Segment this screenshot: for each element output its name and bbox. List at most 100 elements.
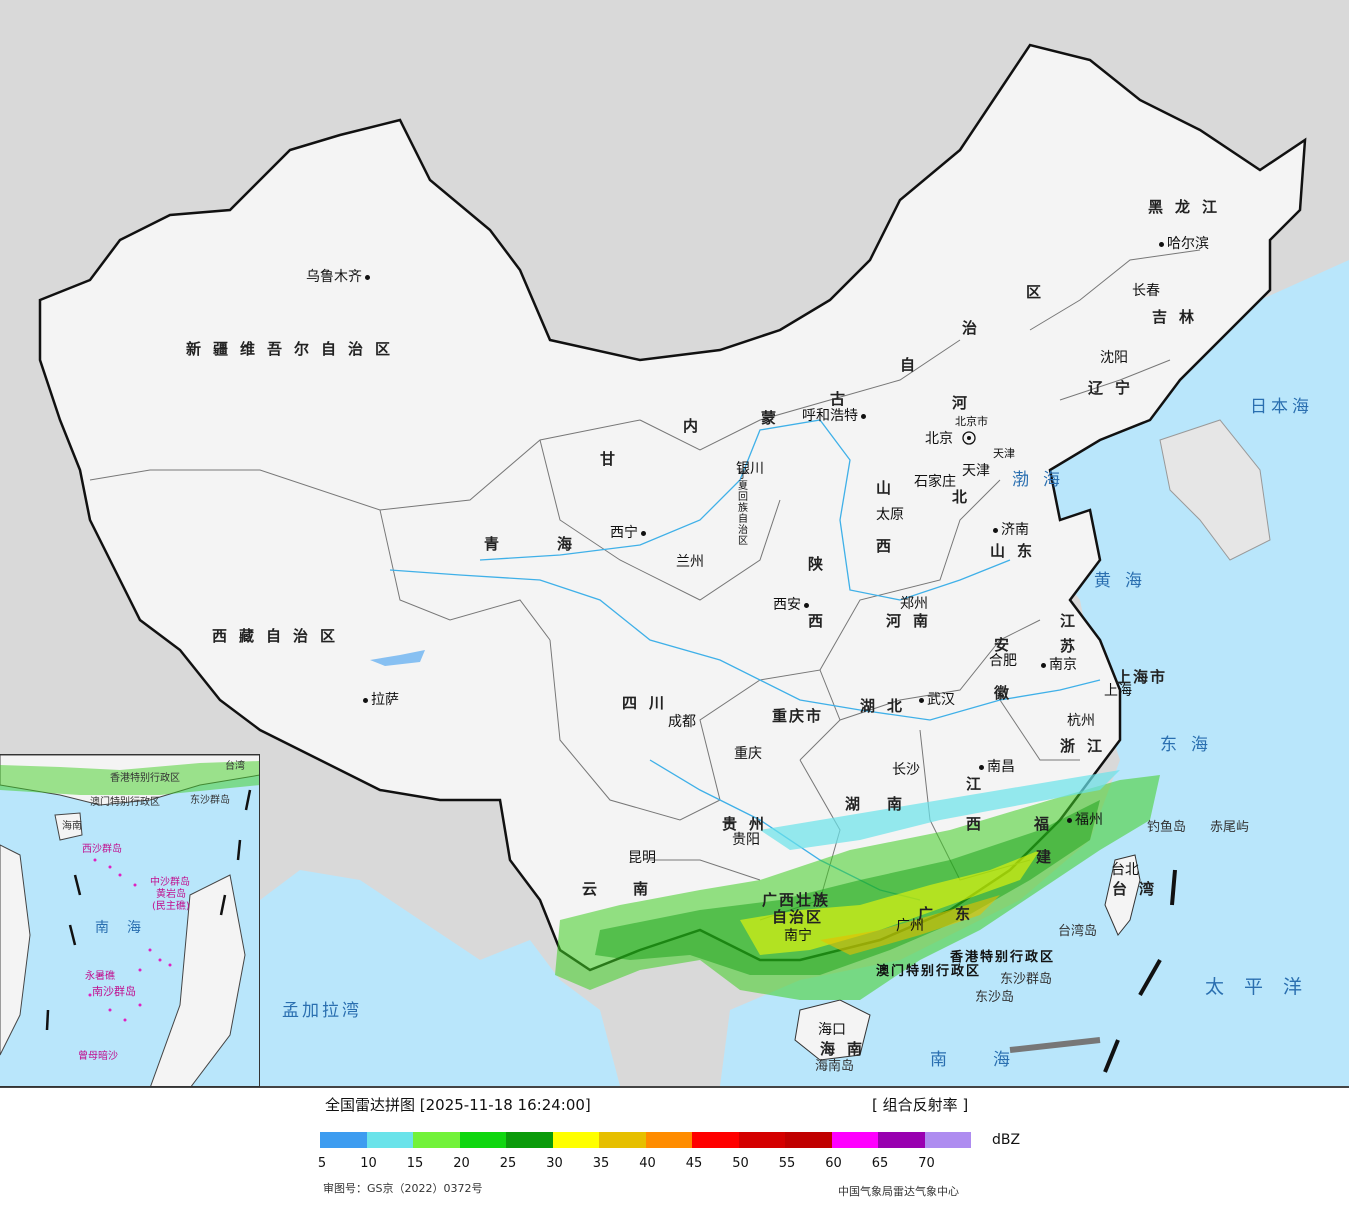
label-guangxi-a: 广西壮族 <box>762 891 831 909</box>
label-xinjiang: 新疆维吾尔自治区 <box>186 340 403 358</box>
label-nm-gu: 古 <box>830 390 858 408</box>
city-haikou-name: 海口 <box>818 1022 846 1038</box>
city-beijing: 北京 <box>925 431 953 447</box>
label-liaoning: 辽宁 <box>1088 379 1143 397</box>
city-zhengzhou: 郑州 <box>900 596 928 612</box>
city-taipei: 台北 <box>1111 862 1139 878</box>
city-taipei-name: 台北 <box>1111 862 1139 878</box>
label-chongqing: 重庆市 <box>772 707 824 725</box>
scale-tick-label: 45 <box>685 1156 703 1171</box>
city-kunming-name: 昆明 <box>628 850 656 866</box>
label-qinghai-a: 青 <box>484 535 512 553</box>
scale-swatch <box>738 1132 785 1148</box>
bay-of-bengal <box>260 870 620 1086</box>
label-shaanxi-shan: 陕 <box>808 555 836 573</box>
scale-tick-label: 40 <box>639 1156 656 1171</box>
sea-nanhai: 南海 <box>930 1050 1056 1070</box>
city-shenyang: 沈阳 <box>1100 350 1128 366</box>
city-xining: 西宁 <box>610 525 649 541</box>
scale-swatch <box>692 1132 739 1148</box>
city-taiyuan-name: 太原 <box>876 507 904 523</box>
label-nm-nei: 内 <box>683 417 711 435</box>
label-sichuan: 四川 <box>622 694 677 712</box>
city-haikou: 海口 <box>818 1022 846 1038</box>
city-dot <box>1041 662 1046 668</box>
scale-swatch <box>831 1132 878 1148</box>
city-dot <box>993 527 998 533</box>
city-dot <box>365 274 370 280</box>
label-hebei-he: 河 <box>952 394 980 412</box>
city-shijiazhuang: 石家庄 <box>914 474 956 490</box>
sea-bohai: 渤海 <box>1012 470 1074 490</box>
city-changsha: 长沙 <box>892 762 920 778</box>
scale-swatch <box>599 1132 646 1148</box>
inset-nanhai: 南海 <box>95 920 159 936</box>
city-changchun: 长春 <box>1132 283 1160 299</box>
city-hohhot: 呼和浩特 <box>802 408 869 424</box>
label-nm-zhi: 治 <box>962 319 990 337</box>
china-land <box>38 43 1307 972</box>
producer-credit: 中国气象局雷达气象中心 <box>838 1185 959 1198</box>
island-taiwan-dao: 台湾岛 <box>1058 924 1098 939</box>
inset-hk: 香港特别行政区 <box>110 773 180 784</box>
label-taiwan: 台湾 <box>1112 880 1167 898</box>
label-shanxi-shan: 山 <box>876 479 904 497</box>
scale-swatch <box>506 1132 553 1148</box>
city-kunming: 昆明 <box>628 850 656 866</box>
inset-macao: 澳门特别行政区 <box>90 797 160 808</box>
city-chongqing-name: 重庆 <box>734 746 762 762</box>
city-hefei: 合肥 <box>989 653 1017 669</box>
city-tianjin: 天津 <box>962 463 990 479</box>
label-fujian-jian: 建 <box>1036 848 1064 866</box>
legend-title: 全国雷达拼图 [2025-11-18 16:24:00] <box>325 1096 591 1114</box>
scale-tick-label: 70 <box>918 1156 935 1171</box>
label-jiangxi-jiang: 江 <box>966 775 994 793</box>
city-nanjing: 南京 <box>1038 657 1077 673</box>
sea-huanghai: 黄海 <box>1094 571 1156 591</box>
label-tianjin-shi: 天津 <box>993 447 1015 460</box>
label-gansu: 甘 <box>600 450 628 468</box>
island-chiwei: 赤尾屿 <box>1210 820 1250 835</box>
legend-unit: dBZ <box>992 1132 1021 1148</box>
city-shijiazhuang-name: 石家庄 <box>914 474 956 490</box>
scale-tick-label: 10 <box>360 1156 377 1171</box>
legend-panel: 全国雷达拼图 [2025-11-18 16:24:00] [ 组合反射率 ] d… <box>0 1088 1349 1208</box>
city-xian-name: 西安 <box>773 597 801 613</box>
city-hangzhou-name: 杭州 <box>1067 713 1095 729</box>
city-shanghai: 上海 <box>1104 683 1132 699</box>
city-nanning: 南宁 <box>784 928 812 944</box>
city-taiyuan: 太原 <box>876 507 904 523</box>
label-shanghai: 上海市 <box>1116 668 1168 686</box>
scale-swatch <box>645 1132 692 1148</box>
label-henan: 河南 <box>886 612 941 630</box>
city-changchun-name: 长春 <box>1132 283 1160 299</box>
city-chengdu: 成都 <box>668 714 696 730</box>
label-jiangsu-jiang: 江 <box>1060 612 1088 630</box>
scale-swatch <box>552 1132 599 1148</box>
scale-swatch <box>320 1132 367 1148</box>
city-fuzhou-name: 福州 <box>1075 812 1103 828</box>
label-xizang: 西藏自治区 <box>212 627 348 645</box>
label-qinghai-b: 海 <box>557 535 585 553</box>
city-xining-name: 西宁 <box>610 525 638 541</box>
label-beijing-shi: 北京市 <box>955 415 988 428</box>
label-nm-zi: 自 <box>900 356 928 374</box>
boundary-dashes <box>1103 869 1177 1073</box>
city-lanzhou-name: 兰州 <box>676 554 704 570</box>
scale-tick-label: 50 <box>732 1156 749 1171</box>
city-guiyang: 贵阳 <box>732 832 760 848</box>
city-hohhot-name: 呼和浩特 <box>802 408 858 424</box>
label-zhejiang: 浙江 <box>1060 737 1115 755</box>
label-fujian-fu: 福 <box>1034 815 1062 833</box>
label-hk: 香港特别行政区 <box>950 950 1056 965</box>
city-dot <box>919 697 924 703</box>
city-jinan: 济南 <box>990 522 1029 538</box>
scale-swatch <box>785 1132 832 1148</box>
city-hangzhou: 杭州 <box>1067 713 1095 729</box>
city-beijing-name: 北京 <box>925 431 953 447</box>
korea-land <box>1159 419 1271 561</box>
city-dot <box>861 413 866 419</box>
city-urumqi: 乌鲁木齐 <box>306 269 373 285</box>
taiwan-land <box>1104 854 1141 936</box>
label-ningxia: 宁夏回族自治区 <box>738 470 748 547</box>
